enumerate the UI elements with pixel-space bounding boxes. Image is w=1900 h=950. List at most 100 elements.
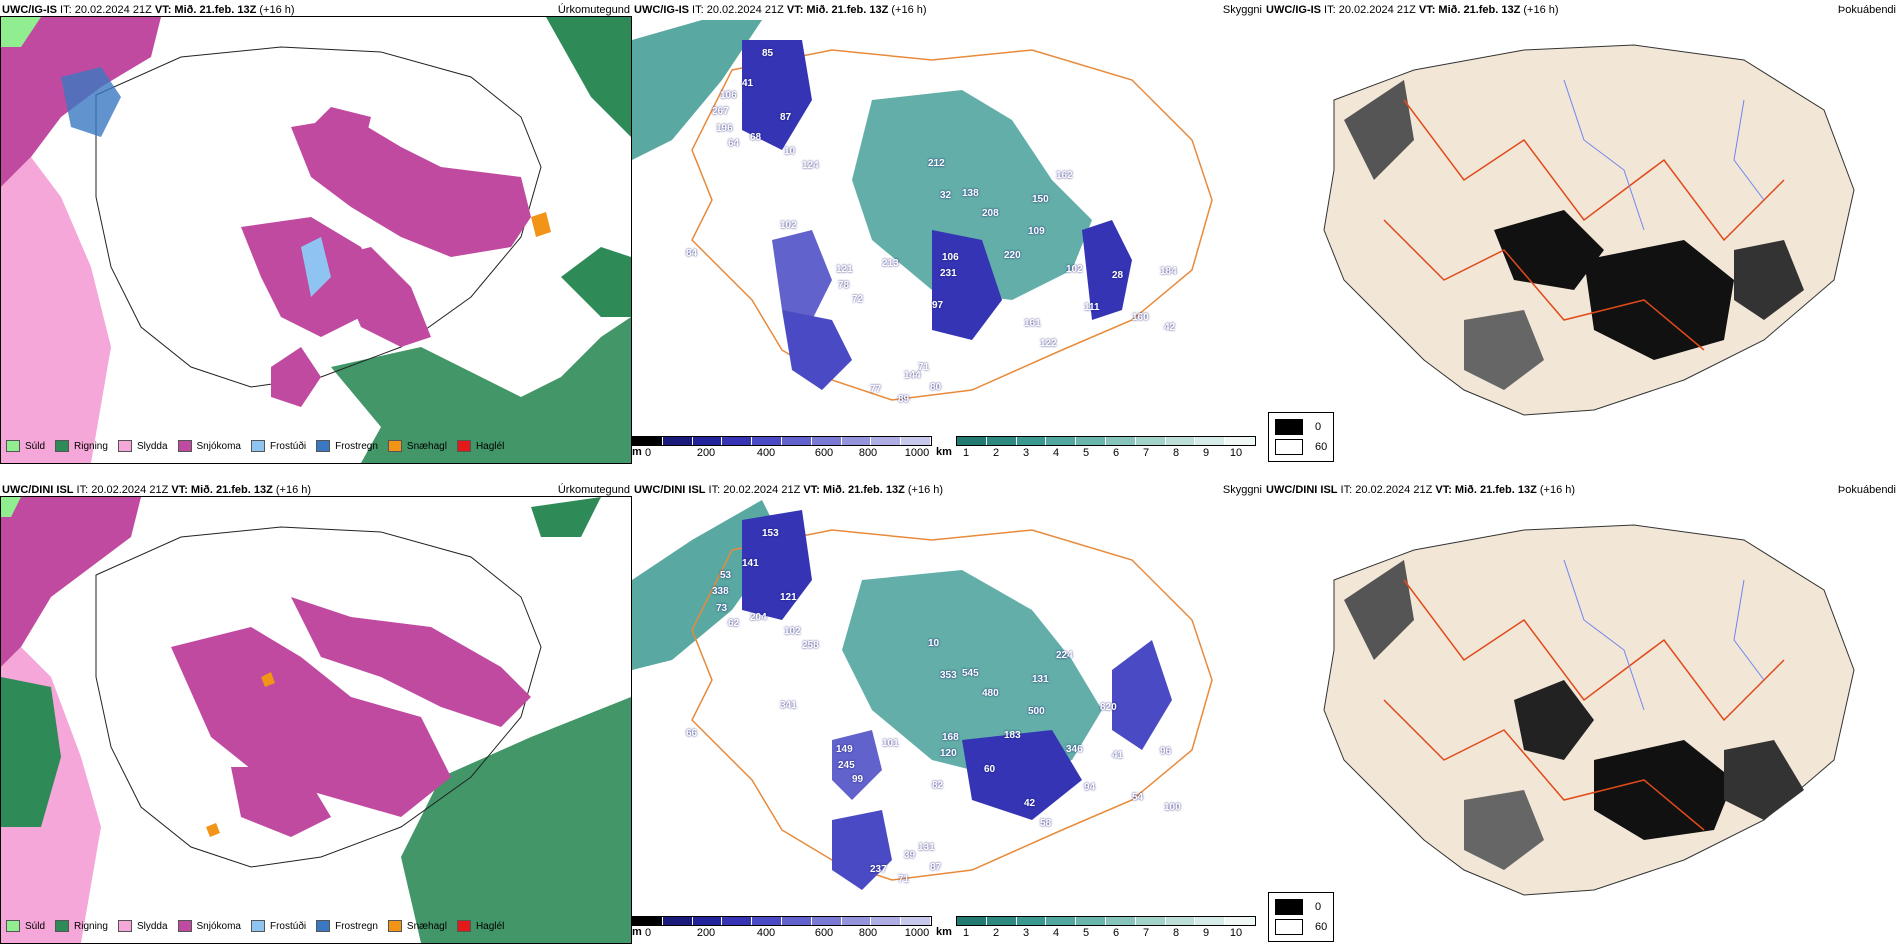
fog-legend-row: 0	[1275, 897, 1327, 917]
cbar-tick: 10	[1229, 447, 1243, 459]
cloud-base-value-label: 77	[870, 384, 882, 395]
cloud-base-value-label: 168	[942, 732, 959, 743]
cbar-tick: 600	[814, 927, 834, 939]
panel-header: UWC/DINI ISL IT: 20.02.2024 21Z VT: Mið.…	[2, 484, 312, 496]
cloud-base-value-label: 102	[1066, 264, 1083, 275]
legend-swatch	[316, 440, 331, 452]
cloud-base-value-label: 138	[962, 188, 979, 199]
panel-header: UWC/DINI ISL IT: 20.02.2024 21Z VT: Mið.…	[1266, 484, 1576, 496]
cbar-tick: 3	[1022, 927, 1030, 939]
precip-legend: Súld Rigning Slydda Snjókoma Frostúði Fr…	[6, 920, 514, 932]
cloud-base-value-label: 480	[982, 688, 999, 699]
cloud-base-value-label: 153	[762, 528, 779, 539]
legend-item-snaehagl: Snæhagl	[387, 440, 447, 452]
cloud-base-value-label: 94	[1084, 782, 1096, 793]
cloud-base-map: 85 41 106 267 196 64 68 87 10 124 212 32 138 208 150 10…	[632, 20, 1264, 432]
cloud-base-value-label: 102	[780, 220, 797, 231]
cbar-tick: 800	[858, 927, 878, 939]
cbar-tick-labels: 1 2 3 4 5 6 7 8 9 10	[956, 926, 1256, 939]
cloud-base-value-label: 346	[1066, 744, 1083, 755]
cbar-tick: 6	[1112, 447, 1120, 459]
cbar-tick: 2	[992, 447, 1000, 459]
cloud-base-colorbar: m 0 200 400 600 800 1000	[632, 916, 932, 939]
fog-swatch	[1275, 899, 1303, 915]
cbar-tick: 1	[962, 927, 970, 939]
cbar-tick: 800	[858, 447, 878, 459]
cbar-tick: 3	[1022, 447, 1030, 459]
legend-item-snaehagl: Snæhagl	[387, 920, 447, 932]
fog-legend: 0 60	[1268, 892, 1335, 942]
cloud-base-value-label: 102	[784, 626, 801, 637]
panel-title: Þokuábendi	[1837, 484, 1896, 496]
panel-header: UWC/IG-IS IT: 20.02.2024 21Z VT: Mið. 21…	[1266, 4, 1559, 16]
cbar-tick: 600	[814, 447, 834, 459]
cloud-base-value-label: 28	[1112, 270, 1124, 281]
cloud-base-value-label: 161	[1024, 318, 1041, 329]
legend-swatch	[250, 440, 265, 452]
cbar-tick: 8	[1172, 927, 1180, 939]
panel-title: Úrkomutegund	[557, 484, 630, 496]
cloud-base-value-label: 213	[882, 258, 899, 269]
cbar-unit: km	[936, 446, 952, 458]
precip-map	[0, 16, 632, 464]
cloud-base-value-label: 53	[720, 570, 732, 581]
legend-swatch	[6, 440, 20, 452]
panel-header: UWC/IG-IS IT: 20.02.2024 21Z VT: Mið. 21…	[634, 4, 927, 16]
cloud-base-value-label: 109	[1028, 226, 1045, 237]
fog-map	[1264, 20, 1896, 432]
panel-header: UWC/DINI ISL IT: 20.02.2024 21Z VT: Mið.…	[634, 484, 944, 496]
cbar-tick: 1000	[904, 927, 930, 939]
cloud-base-value-label: 32	[940, 190, 952, 201]
panel-title: Skyggni	[1222, 4, 1262, 16]
legend-swatch	[456, 920, 471, 932]
cloud-base-value-label: 150	[1032, 194, 1049, 205]
cloud-base-value-label: 353	[940, 670, 957, 681]
legend-item-rigning: Rigning	[55, 440, 108, 452]
cbar-tick: 200	[696, 447, 716, 459]
cloud-base-value-label: 120	[940, 748, 957, 759]
cbar-tick: 400	[756, 447, 776, 459]
cloud-base-value-label: 131	[1032, 674, 1049, 685]
cloud-base-value-label: 42	[1164, 322, 1176, 333]
fog-map	[1264, 500, 1896, 912]
cloud-base-value-label: 100	[1164, 802, 1181, 813]
legend-item-frostregn: Frostregn	[316, 920, 378, 932]
cbar-tick: 9	[1202, 927, 1210, 939]
panel-title: Skyggni	[1222, 484, 1262, 496]
legend-item-snjokoma: Snjókoma	[177, 920, 241, 932]
cloud-base-value-label: 96	[1160, 746, 1172, 757]
cloud-base-value-label: 224	[1056, 650, 1073, 661]
cloud-base-value-label: 144	[904, 370, 921, 381]
legend-item-frostregn: Frostregn	[316, 440, 378, 452]
cloud-base-value-label: 106	[720, 90, 737, 101]
cloud-base-value-label: 72	[852, 294, 864, 305]
cloud-base-value-label: 82	[932, 780, 944, 791]
legend-item-slydda: Slydda	[117, 920, 168, 932]
cloud-base-value-label: 71	[918, 362, 930, 373]
precip-map	[0, 496, 632, 944]
cloud-base-value-label: 41	[742, 78, 754, 89]
cloud-base-value-label: 99	[852, 774, 864, 785]
cbar-tick: 1000	[904, 447, 930, 459]
cloud-base-value-label: 66	[686, 728, 698, 739]
legend-swatch	[387, 440, 402, 452]
cbar-unit: m	[632, 926, 642, 938]
cloud-base-value-label: 80	[930, 382, 942, 393]
cloud-base-value-label: 41	[1112, 750, 1124, 761]
fog-legend-row: 60	[1275, 437, 1327, 457]
cbar-tick: 200	[696, 927, 716, 939]
cbar-tick: 10	[1229, 927, 1243, 939]
cloud-base-value-label: 500	[1028, 706, 1045, 717]
cloud-base-value-label: 245	[838, 760, 855, 771]
fog-indicator-panel-top: UWC/IG-IS IT: 20.02.2024 21Z VT: Mið. 21…	[1264, 0, 1900, 470]
cloud-base-value-label: 87	[930, 862, 942, 873]
cloud-base-value-label: 42	[1024, 798, 1036, 809]
cbar-tick: 5	[1082, 927, 1090, 939]
cbar-tick: 0	[644, 447, 652, 459]
legend-item-haglel: Haglél	[456, 920, 504, 932]
legend-swatch	[6, 920, 20, 932]
cloud-base-value-label: 39	[904, 850, 916, 861]
cloud-base-value-label: 212	[928, 158, 945, 169]
cloud-base-value-label: 149	[836, 744, 853, 755]
cbar-tick-labels: 1 2 3 4 5 6 7 8 9 10	[956, 446, 1256, 459]
